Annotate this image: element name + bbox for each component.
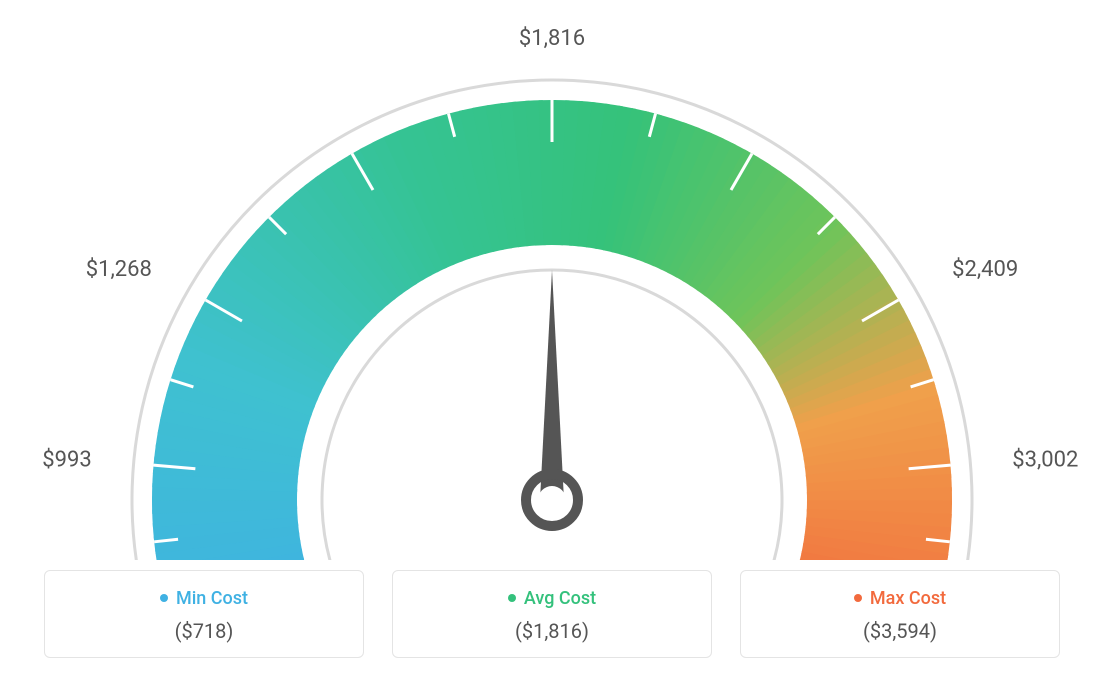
gauge-tick-label: $1,816 xyxy=(519,26,585,51)
legend-card-max: Max Cost ($3,594) xyxy=(740,570,1060,658)
gauge-tick-label: $3,002 xyxy=(1012,448,1078,473)
legend-card-avg: Avg Cost ($1,816) xyxy=(392,570,712,658)
legend-dot-max xyxy=(854,594,862,602)
legend-title-min: Min Cost xyxy=(160,588,248,609)
gauge-svg: $718$993$1,268$1,816$2,409$3,002$3,594 xyxy=(0,0,1104,560)
legend-row: Min Cost ($718) Avg Cost ($1,816) Max Co… xyxy=(0,570,1104,658)
legend-dot-avg xyxy=(508,594,516,602)
gauge-tick-label: $1,268 xyxy=(86,257,152,282)
legend-label-min: Min Cost xyxy=(176,588,248,609)
legend-title-max: Max Cost xyxy=(854,588,946,609)
gauge-tick-label: $993 xyxy=(42,448,91,473)
legend-title-avg: Avg Cost xyxy=(508,588,596,609)
legend-value-max: ($3,594) xyxy=(751,619,1049,643)
legend-value-avg: ($1,816) xyxy=(403,619,701,643)
legend-label-max: Max Cost xyxy=(870,588,946,609)
gauge-tick-label: $2,409 xyxy=(952,257,1018,282)
legend-label-avg: Avg Cost xyxy=(524,588,596,609)
legend-card-min: Min Cost ($718) xyxy=(44,570,364,658)
gauge-chart: $718$993$1,268$1,816$2,409$3,002$3,594 xyxy=(0,0,1104,560)
legend-dot-min xyxy=(160,594,168,602)
legend-value-min: ($718) xyxy=(55,619,353,643)
